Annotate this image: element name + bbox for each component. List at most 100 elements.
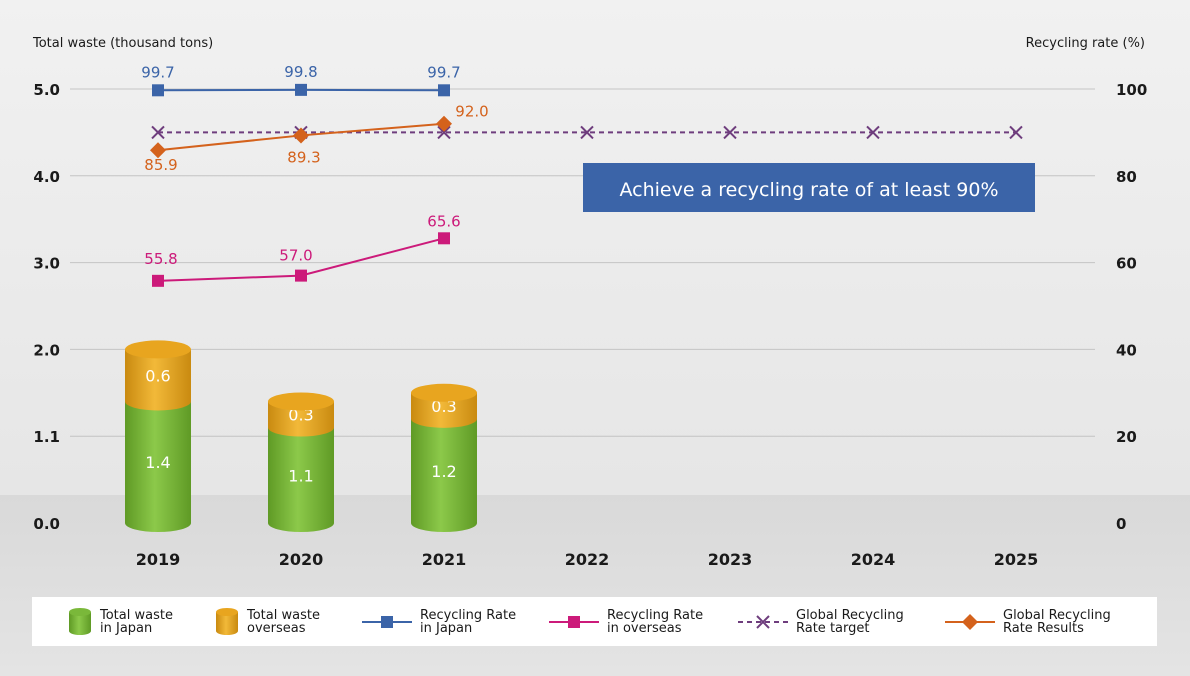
legend-symbol-icon (738, 614, 788, 629)
bar-body (411, 418, 477, 532)
bar-value-label: 1.2 (431, 462, 456, 481)
legend-label: Total waste in Japan (100, 609, 210, 635)
annotation-text: Achieve a recycling rate of at least 90% (619, 179, 998, 201)
legend-cylinder-body (216, 611, 238, 635)
legend-symbol-icon (945, 613, 995, 630)
x-tick: 2025 (994, 550, 1039, 569)
x-tick: 2019 (136, 550, 181, 569)
legend-cylinder-body (69, 611, 91, 635)
legend-marker (568, 615, 580, 628)
line-series: 99.7 99.8 99.7 55.8 57.0 65.6 85.9 89.3 92.0 (141, 63, 1023, 287)
legend-label: Recycling Rate in overseas (607, 609, 717, 635)
legend-item: Total waste in Japan (68, 597, 210, 646)
bar-value-label: 0.6 (145, 366, 170, 385)
y-right-tick: 0 (1116, 515, 1126, 533)
legend-label-line2: Rate Results (1003, 620, 1084, 636)
line-value-label: 85.9 (144, 156, 177, 174)
line-point (151, 125, 165, 140)
y-left-tick: 1.1 (33, 428, 60, 446)
legend-label-line1: Total waste (100, 607, 173, 623)
legend-label-line1: Recycling Rate (607, 607, 704, 623)
target-annotation: Achieve a recycling rate of at least 90% (583, 163, 1035, 212)
legend-symbol-icon (69, 607, 91, 635)
line-series-recycling-rate-in-japan: 99.7 99.8 99.7 (141, 63, 461, 97)
line-value-label: 57.0 (279, 247, 312, 265)
legend-label: Global Recycling Rate target (796, 609, 906, 635)
legend-item: Recycling Rate in overseas (549, 597, 717, 646)
line-value-label: 65.6 (427, 212, 460, 230)
y-right-tick: 100 (1116, 81, 1147, 99)
line-value-label: 89.3 (287, 148, 320, 166)
legend-label: Recycling Rate in Japan (420, 609, 530, 635)
y-right-tick: 80 (1116, 168, 1137, 186)
legend-label-line1: Total waste (247, 607, 320, 623)
annotation-box (583, 163, 1035, 212)
y-right-tick: 20 (1116, 428, 1137, 446)
legend-item: Recycling Rate in Japan (362, 597, 530, 646)
x-tick: 2024 (851, 550, 896, 569)
y-left-axis-title: Total waste (thousand tons) (32, 36, 213, 51)
bar-body (125, 401, 191, 532)
legend-cylinder-cap (69, 607, 91, 616)
line-value-label: 99.7 (141, 63, 174, 81)
legend-item: Global Recycling Rate Results (945, 597, 1113, 646)
legend-symbol-icon (362, 615, 412, 628)
bar-top-cap (268, 392, 334, 411)
legend-marker (962, 613, 978, 630)
legend-marker (381, 615, 393, 628)
line-series-recycling-rate-in-overseas: 55.8 57.0 65.6 (144, 212, 461, 287)
legend-marker (756, 614, 770, 629)
line-point (150, 142, 166, 159)
legend-item: Total waste overseas (215, 597, 357, 646)
bar-body (268, 427, 334, 532)
y-left-tick-labels: 0.0 1.1 2.0 3.0 4.0 5.0 (33, 81, 60, 533)
line-series-global-recycling-rate-results: 85.9 89.3 92.0 (144, 103, 488, 174)
line-point (436, 115, 452, 132)
bar-top-cap (411, 383, 477, 402)
bar-top-cap (125, 340, 191, 359)
line-value-label: 55.8 (144, 250, 177, 268)
y-right-tick-labels: 0 20 40 60 80 100 (1116, 81, 1147, 533)
line-point (866, 125, 880, 140)
legend-label: Global Recycling Rate Results (1003, 609, 1113, 635)
y-left-tick: 0.0 (33, 515, 60, 533)
y-right-tick: 40 (1116, 341, 1137, 359)
bar-segment: 1.4 (125, 401, 191, 532)
legend-label-line2: Rate target (796, 620, 870, 636)
line-value-label: 99.8 (284, 63, 317, 81)
line-point (438, 232, 450, 245)
legend-label-line2: in Japan (100, 620, 153, 636)
legend-label: Total waste overseas (247, 609, 357, 635)
bar-body (125, 349, 191, 411)
y-left-tick: 3.0 (33, 255, 60, 273)
y-left-tick: 4.0 (33, 168, 60, 186)
x-tick-labels: 2019 2020 2021 2022 2023 2024 2025 (136, 550, 1039, 569)
line-point (152, 274, 164, 287)
legend-label-line1: Global Recycling (796, 607, 904, 623)
legend: Total waste in Japan Total waste overseas Re… (32, 597, 1157, 646)
line-point (152, 84, 164, 97)
line-point (580, 125, 594, 140)
legend-label-line1: Recycling Rate (420, 607, 517, 623)
line-point (723, 125, 737, 140)
y-left-tick: 2.0 (33, 341, 60, 359)
legend-item: Global Recycling Rate target (738, 597, 906, 646)
legend-label-line2: in Japan (420, 620, 473, 636)
bar-segment: 0.6 (125, 349, 191, 411)
bar-body (268, 401, 334, 437)
line-point (438, 84, 450, 97)
bar-series: 1.40.61.10.31.20.3 (125, 340, 477, 532)
legend-label-line2: overseas (247, 620, 306, 636)
legend-cylinder-cap (216, 607, 238, 616)
y-right-axis-title: Recycling rate (%) (1026, 36, 1145, 51)
legend-label-line2: in overseas (607, 620, 682, 636)
bar-segment: 1.2 (411, 418, 477, 532)
legend-symbol-icon (216, 607, 238, 635)
x-tick: 2023 (708, 550, 753, 569)
line-point (295, 83, 307, 96)
line-value-label: 99.7 (427, 63, 460, 81)
y-left-tick: 5.0 (33, 81, 60, 99)
bar-value-label: 1.1 (288, 466, 313, 485)
line-value-label: 92.0 (455, 103, 488, 121)
line-point (437, 125, 451, 140)
